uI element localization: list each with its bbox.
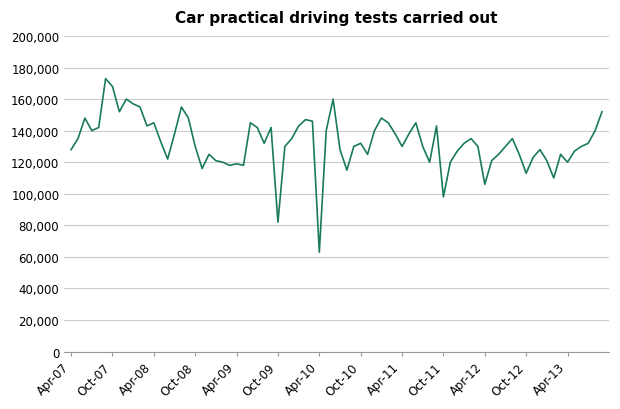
- Title: Car practical driving tests carried out: Car practical driving tests carried out: [175, 11, 498, 26]
